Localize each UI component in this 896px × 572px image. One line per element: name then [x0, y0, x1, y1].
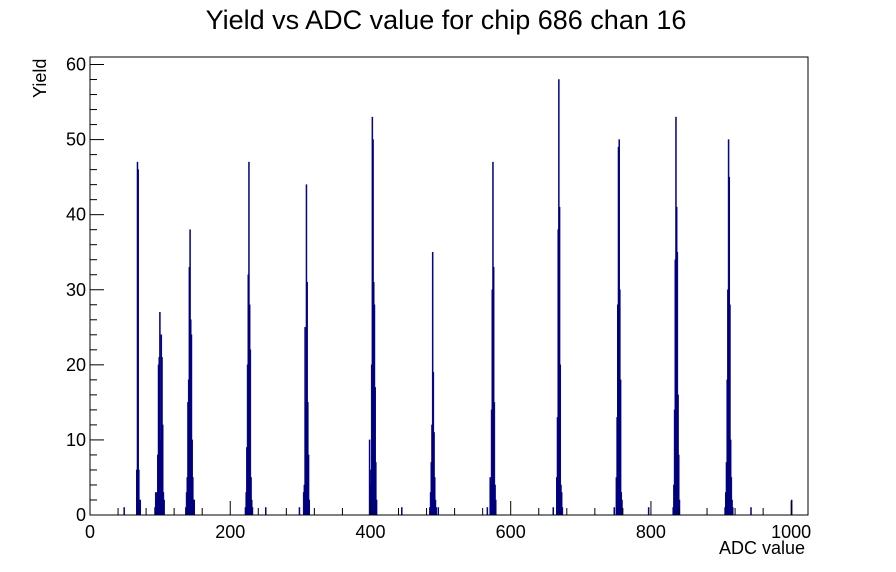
histogram-bars [123, 79, 793, 516]
x-axis-title: ADC value [719, 538, 805, 558]
plot-frame [89, 56, 809, 516]
histogram-bin [561, 507, 564, 516]
x-axis-ticks: 0 200 400 600 800 1000 [85, 501, 811, 542]
y-tick-label: 30 [66, 280, 86, 300]
y-tick-label: 0 [76, 505, 86, 525]
histogram-bin [401, 507, 403, 516]
y-axis-title: Yield [30, 59, 50, 98]
histogram-bin [750, 507, 752, 516]
histogram-bin [163, 499, 165, 516]
histogram-bin [265, 507, 267, 516]
histogram-bin [486, 507, 489, 516]
histogram-bin [621, 499, 623, 516]
histogram-bin [437, 507, 440, 516]
histogram-bin [495, 499, 497, 516]
x-tick-label: 1000 [771, 522, 811, 542]
y-tick-label: 50 [66, 130, 86, 150]
y-tick-label: 60 [66, 55, 86, 75]
histogram-bin [435, 507, 437, 516]
histogram-bin [137, 169, 139, 516]
histogram-bin [732, 507, 734, 516]
histogram-bin [123, 507, 125, 516]
chart-title: Yield vs ADC value for chip 686 chan 16 [206, 5, 687, 35]
histogram-bin [647, 507, 650, 516]
y-axis-ticks: 0 10 20 30 40 50 60 [66, 55, 104, 525]
x-tick-label: 0 [85, 522, 95, 542]
histogram-bin [308, 499, 311, 516]
y-tick-label: 40 [66, 205, 86, 225]
histogram-bin [298, 507, 301, 516]
histogram-bin [613, 507, 616, 516]
x-tick-label: 800 [636, 522, 666, 542]
y-tick-label: 10 [66, 430, 86, 450]
x-tick-label: 200 [215, 522, 245, 542]
x-tick-label: 400 [355, 522, 385, 542]
y-tick-label: 20 [66, 355, 86, 375]
histogram-bin [139, 499, 142, 516]
x-tick-label: 600 [496, 522, 526, 542]
histogram-bin [375, 499, 378, 516]
histogram-bin [251, 507, 254, 516]
histogram-bin [193, 499, 196, 516]
histogram-bin [552, 507, 555, 516]
